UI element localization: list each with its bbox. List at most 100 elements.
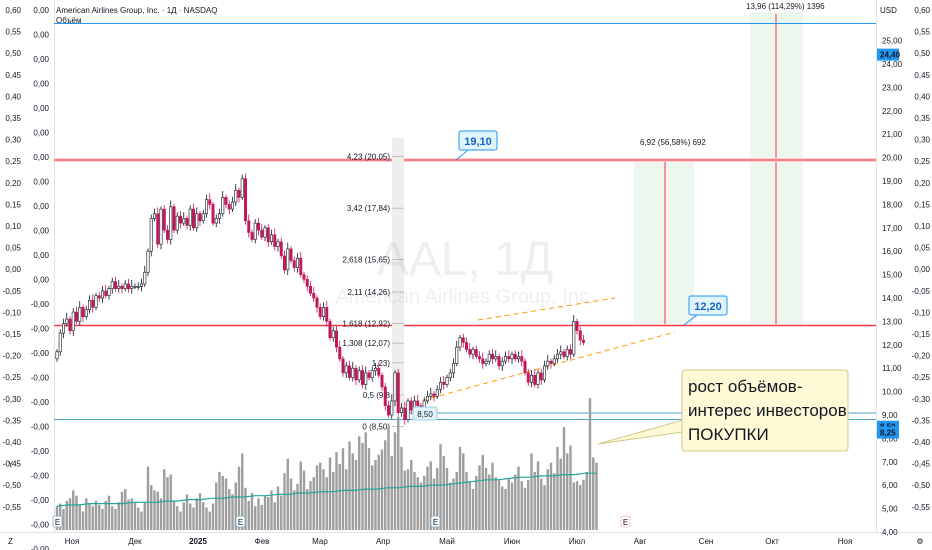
right-axis-tick: 15,00 xyxy=(882,271,903,280)
candle-body xyxy=(123,283,127,289)
candle-body xyxy=(208,199,212,205)
volume-bar xyxy=(400,446,403,530)
volume-bar xyxy=(273,502,276,530)
watermark-ticker: AAL, 1Д xyxy=(377,233,554,286)
left-axis-tick: 0,25 xyxy=(5,157,21,166)
fib-level-label: 2,11 (14,26) xyxy=(347,288,390,297)
left-axis-tick: -0,00 xyxy=(31,300,50,309)
fib-level-label: 0 (8,50) xyxy=(362,423,390,432)
candle-body xyxy=(380,374,384,388)
right-axis-tick: 10,00 xyxy=(882,388,903,397)
volume-ma-line xyxy=(56,472,597,507)
volume-bar xyxy=(507,478,510,530)
candle-body xyxy=(263,227,267,238)
time-axis-tick: Авг xyxy=(634,537,647,546)
candle-body xyxy=(110,281,114,289)
time-axis-tick: Дек xyxy=(128,537,142,546)
channel-bottom-line xyxy=(404,331,676,406)
volume-bar xyxy=(127,499,130,530)
volume-bar xyxy=(338,464,341,530)
right-axis-tick: 16,00 xyxy=(882,247,903,256)
candle-body xyxy=(494,356,498,360)
volume-bar xyxy=(569,445,572,530)
left-axis-tick: -0,25 xyxy=(3,373,22,382)
candle-body xyxy=(214,218,218,224)
candle-body xyxy=(299,257,303,275)
candle-body xyxy=(169,206,173,240)
candle-body xyxy=(192,208,196,229)
volume-bar xyxy=(263,495,267,530)
fib-level-label: 1,618 (12,92) xyxy=(342,319,390,328)
left-axis-tick: -0,55 xyxy=(3,503,22,512)
candle-body xyxy=(276,241,280,247)
left-axis-tick: 0,20 xyxy=(5,179,21,188)
time-axis-tick: Мар xyxy=(312,537,328,546)
fib-level-label: 1,308 (12,07) xyxy=(342,339,390,348)
time-axis-tick: Апр xyxy=(376,537,391,546)
level-top-label: 13,96 (114,29%) 1396 xyxy=(746,2,825,11)
left-axis-tick: 0,00 xyxy=(33,31,49,40)
volume-bar xyxy=(172,500,176,530)
volume-bar xyxy=(72,490,75,530)
volume-bar xyxy=(211,503,215,530)
low-label: 8,50 xyxy=(412,406,438,421)
candle-body xyxy=(425,395,429,402)
volume-bar xyxy=(445,467,449,530)
candle-body xyxy=(159,208,163,245)
candle-body xyxy=(91,300,95,308)
volume-bar xyxy=(471,489,475,530)
candle-body xyxy=(373,367,377,371)
volume-bar xyxy=(523,487,527,530)
candle-body xyxy=(266,227,270,243)
outer-axis-tick: -0,50 xyxy=(912,481,931,490)
candle-body xyxy=(130,285,134,289)
candle-body xyxy=(455,346,459,364)
volume-bar xyxy=(283,473,286,530)
candle-body xyxy=(403,407,407,420)
resistance-label: 19,10 xyxy=(455,130,498,161)
volume-bar xyxy=(140,511,143,530)
volume-bar xyxy=(88,503,91,530)
candle-body xyxy=(516,356,520,360)
left-axis-tick: 0,10 xyxy=(5,222,21,231)
candle-body xyxy=(497,356,501,367)
left-axis-tick: -0,00 xyxy=(31,472,50,481)
volume-bar xyxy=(517,466,520,530)
candle-body xyxy=(341,358,345,374)
candle-body xyxy=(383,386,387,406)
left-axis-tick: 0,00 xyxy=(33,202,49,211)
candle-body xyxy=(536,372,540,385)
outer-axis-tick: 0,10 xyxy=(914,222,930,231)
volume-bars xyxy=(55,398,598,530)
candle-body xyxy=(409,400,413,411)
volume-bar xyxy=(390,456,393,530)
candle-body xyxy=(331,330,335,339)
volume-bar xyxy=(582,479,585,530)
candle-body xyxy=(477,356,481,360)
outer-axis-tick: 0,30 xyxy=(914,136,930,145)
fib-level-label: 1,23) xyxy=(372,359,391,368)
volume-bar xyxy=(231,494,234,530)
candle-body xyxy=(143,271,147,285)
volume-bar xyxy=(322,469,325,530)
candle-body xyxy=(315,297,319,308)
left-axis-tick: 0,00 xyxy=(33,104,49,113)
candle-body xyxy=(302,274,306,280)
time-axis-settings-icon: ⚙ xyxy=(916,537,923,546)
right-axis-tick: 21,00 xyxy=(882,130,903,139)
volume-bar xyxy=(462,453,465,530)
outer-axis-tick: -0,10 xyxy=(912,308,931,317)
candle-body xyxy=(205,199,209,215)
candle-body xyxy=(393,372,397,402)
volume-bar xyxy=(458,446,462,530)
left-axis-tick: 0,55 xyxy=(5,28,21,37)
left-axis-tick: -0,00 xyxy=(31,374,50,383)
volume-bar xyxy=(299,461,302,530)
left-axis-tick: -0,00 xyxy=(31,447,50,456)
left-axis-letter: Y xyxy=(8,460,14,469)
volume-bar xyxy=(205,507,208,530)
left-axis-tick: -0,35 xyxy=(3,416,22,425)
volume-bar xyxy=(234,482,237,530)
candle-body xyxy=(533,374,537,385)
